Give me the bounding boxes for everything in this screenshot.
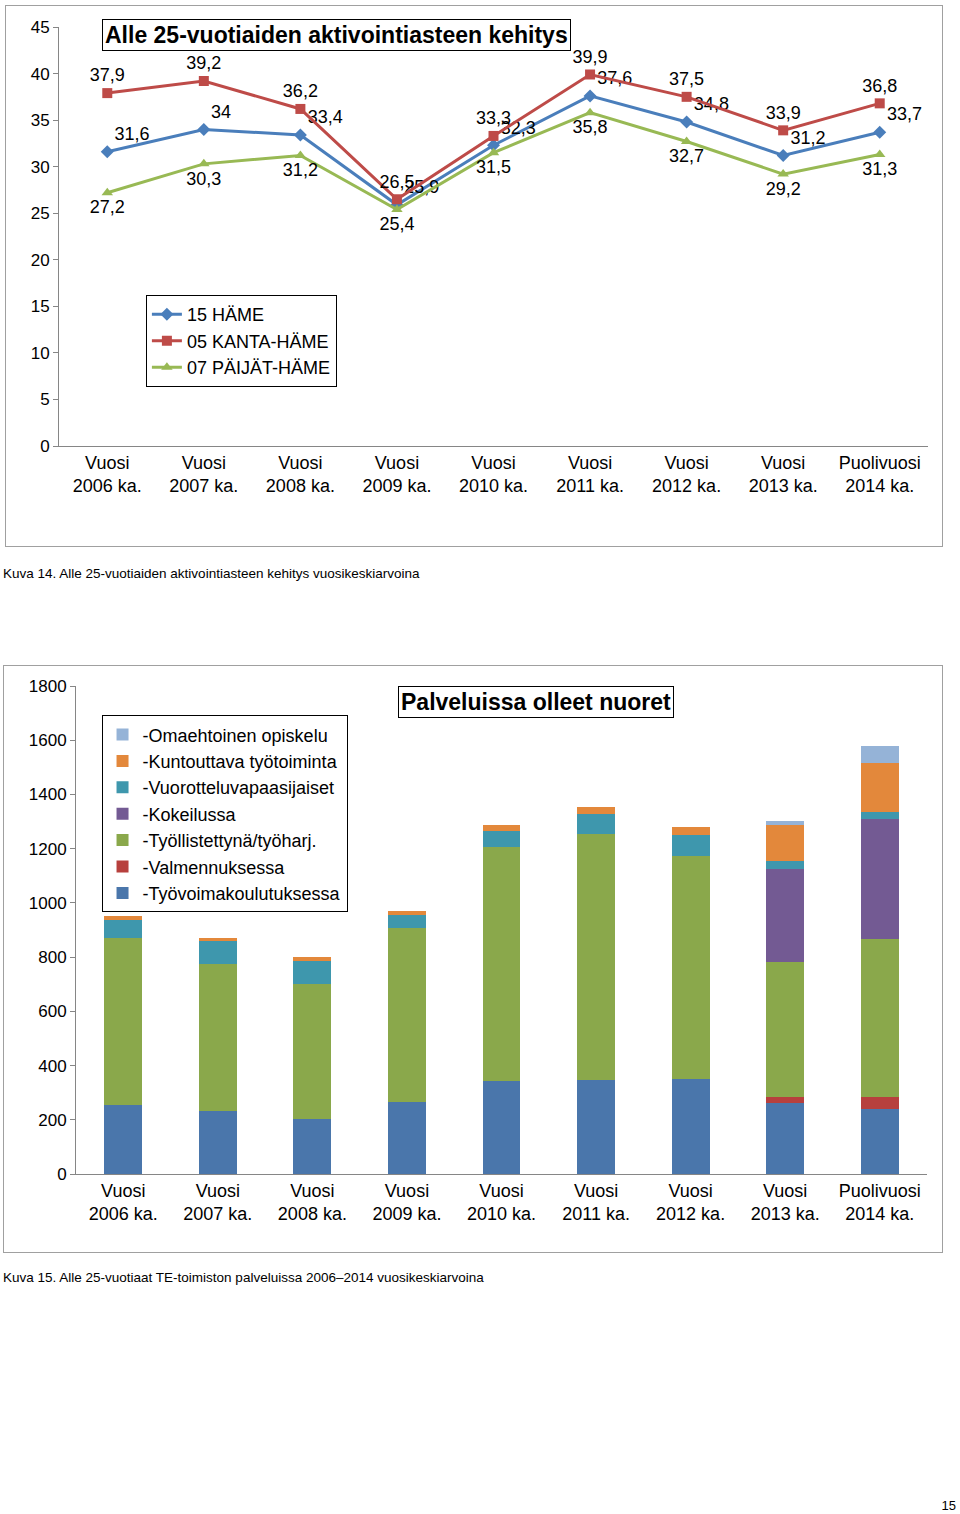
svg-text:10: 10	[31, 344, 50, 363]
svg-text:15 HÄME: 15 HÄME	[187, 305, 264, 325]
svg-text:34,8: 34,8	[694, 94, 729, 114]
svg-text:32,3: 32,3	[501, 118, 536, 138]
svg-text:45: 45	[31, 18, 50, 37]
svg-text:Vuosi2008 ka.: Vuosi2008 ka.	[266, 453, 335, 496]
svg-text:Palveluissa olleet nuoret: Palveluissa olleet nuoret	[401, 689, 671, 715]
svg-text:Vuosi2009 ka.: Vuosi2009 ka.	[372, 1181, 441, 1224]
svg-text:31,2: 31,2	[283, 160, 318, 180]
svg-text:Puolivuosi2014 ka.: Puolivuosi2014 ka.	[839, 453, 921, 496]
svg-text:30: 30	[31, 158, 50, 177]
svg-text:25,4: 25,4	[379, 214, 414, 234]
svg-text:Puolivuosi2014 ka.: Puolivuosi2014 ka.	[839, 1181, 921, 1224]
svg-text:Vuosi2006 ka.: Vuosi2006 ka.	[73, 453, 142, 496]
svg-text:15: 15	[31, 297, 50, 316]
svg-text:0: 0	[40, 437, 49, 456]
svg-text:31,2: 31,2	[790, 128, 825, 148]
svg-text:37,6: 37,6	[597, 68, 632, 88]
svg-text:25,9: 25,9	[404, 177, 439, 197]
svg-text:32,7: 32,7	[669, 146, 704, 166]
svg-text:31,5: 31,5	[476, 157, 511, 177]
html-text:Kuva 15. Alle 25-vuotiaat TE-t: Kuva 15. Alle 25-vuotiaat TE-toimiston p…	[3, 1270, 484, 1285]
svg-text:1800: 1800	[29, 677, 67, 696]
svg-text:27,2: 27,2	[90, 197, 125, 217]
svg-text:33,4: 33,4	[308, 107, 343, 127]
svg-text:Vuosi2013 ka.: Vuosi2013 ka.	[749, 453, 818, 496]
html-text:Kuva 14. Alle 25-vuotiaiden ak: Kuva 14. Alle 25-vuotiaiden aktivointias…	[3, 566, 420, 581]
svg-text:Vuosi2012 ka.: Vuosi2012 ka.	[652, 453, 721, 496]
svg-text:1400: 1400	[29, 785, 67, 804]
svg-text:Vuosi2010 ka.: Vuosi2010 ka.	[467, 1181, 536, 1224]
svg-text:600: 600	[38, 1002, 66, 1021]
svg-text:36,8: 36,8	[862, 76, 897, 96]
svg-text:33,3: 33,3	[476, 108, 511, 128]
svg-text:Vuosi2011 ka.: Vuosi2011 ka.	[556, 453, 624, 496]
svg-text:33,9: 33,9	[766, 103, 801, 123]
svg-text:-Työllistettynä/työharj.: -Työllistettynä/työharj.	[143, 831, 317, 851]
svg-text:34: 34	[211, 102, 231, 122]
svg-text:200: 200	[38, 1111, 66, 1130]
svg-text:400: 400	[38, 1057, 66, 1076]
svg-text:-Valmennuksessa: -Valmennuksessa	[143, 858, 286, 878]
svg-text:Vuosi2010 ka.: Vuosi2010 ka.	[459, 453, 528, 496]
svg-text:Alle 25-vuotiaiden aktivointia: Alle 25-vuotiaiden aktivointiasteen kehi…	[105, 22, 568, 48]
svg-text:37,9: 37,9	[90, 65, 125, 85]
svg-text:36,2: 36,2	[283, 81, 318, 101]
svg-text:35: 35	[31, 111, 50, 130]
svg-text:Vuosi2011 ka.: Vuosi2011 ka.	[562, 1181, 630, 1224]
svg-text:1600: 1600	[29, 731, 67, 750]
svg-text:31,3: 31,3	[862, 159, 897, 179]
svg-text:-Vuorotteluvapaasijaiset: -Vuorotteluvapaasijaiset	[143, 778, 334, 798]
svg-text:33,7: 33,7	[887, 104, 922, 124]
svg-text:37,5: 37,5	[669, 69, 704, 89]
svg-text:40: 40	[31, 65, 50, 84]
svg-text:29,2: 29,2	[766, 179, 801, 199]
svg-text:31,6: 31,6	[115, 124, 150, 144]
svg-text:Vuosi2012 ka.: Vuosi2012 ka.	[656, 1181, 725, 1224]
svg-text:Vuosi2006 ka.: Vuosi2006 ka.	[89, 1181, 158, 1224]
html-text:15: 15	[941, 1498, 956, 1513]
svg-text:35,8: 35,8	[573, 117, 608, 137]
svg-text:20: 20	[31, 251, 50, 270]
svg-text:0: 0	[57, 1165, 66, 1184]
svg-text:Vuosi2008 ka.: Vuosi2008 ka.	[278, 1181, 347, 1224]
svg-text:-Työvoimakoulutuksessa: -Työvoimakoulutuksessa	[143, 884, 341, 904]
svg-text:26,5: 26,5	[379, 172, 414, 192]
svg-text:5: 5	[40, 390, 49, 409]
svg-text:05 KANTA-HÄME: 05 KANTA-HÄME	[187, 332, 329, 352]
svg-text:Vuosi2007 ka.: Vuosi2007 ka.	[169, 453, 238, 496]
svg-text:30,3: 30,3	[186, 169, 221, 189]
svg-text:1000: 1000	[29, 894, 67, 913]
svg-text:-Kokeilussa: -Kokeilussa	[143, 805, 237, 825]
svg-text:Vuosi2007 ka.: Vuosi2007 ka.	[183, 1181, 252, 1224]
svg-text:Vuosi2009 ka.: Vuosi2009 ka.	[362, 453, 431, 496]
svg-text:-Omaehtoinen opiskelu: -Omaehtoinen opiskelu	[143, 726, 328, 746]
svg-text:39,2: 39,2	[186, 53, 221, 73]
svg-text:Vuosi2013 ka.: Vuosi2013 ka.	[751, 1181, 820, 1224]
svg-text:39,9: 39,9	[573, 47, 608, 67]
svg-text:-Kuntouttava työtoiminta: -Kuntouttava työtoiminta	[143, 752, 338, 772]
svg-text:25: 25	[31, 204, 50, 223]
svg-text:1200: 1200	[29, 840, 67, 859]
svg-text:07 PÄIJÄT-HÄME: 07 PÄIJÄT-HÄME	[187, 358, 330, 378]
svg-text:800: 800	[38, 948, 66, 967]
